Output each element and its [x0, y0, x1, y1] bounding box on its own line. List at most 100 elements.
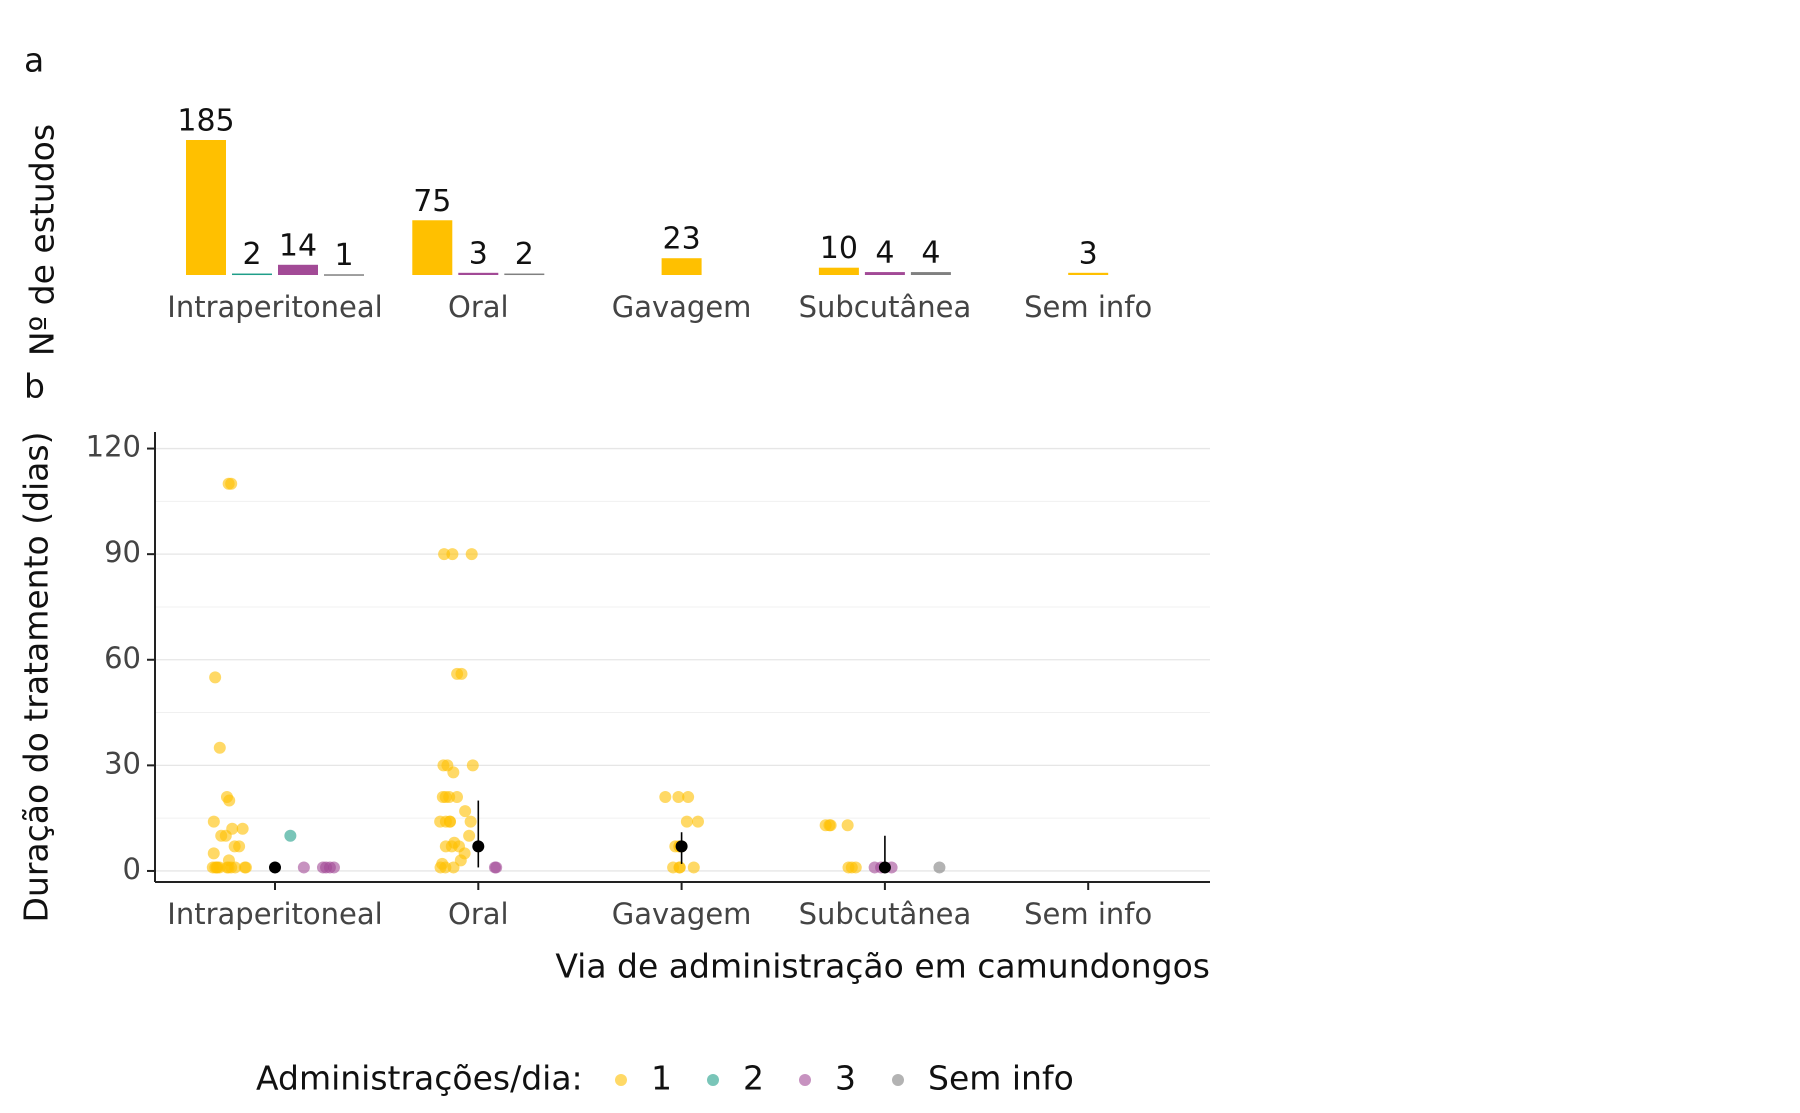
x-tick-label: Gavagem: [612, 897, 752, 931]
summary-point: [878, 861, 891, 874]
x-tick-label: Intraperitoneal: [167, 897, 382, 931]
data-point: [447, 766, 460, 779]
value-label: 3: [1079, 236, 1098, 271]
data-point: [215, 829, 228, 842]
x-tick-label: Sem info: [1024, 897, 1152, 931]
data-point: [455, 667, 468, 680]
value-label: 4: [875, 236, 894, 271]
summary-point: [472, 840, 485, 853]
data-point: [682, 791, 695, 804]
bar: [278, 264, 318, 275]
x-tick-label: Oral: [448, 897, 509, 931]
legend-label: 2: [743, 1059, 764, 1098]
data-point: [672, 791, 685, 804]
data-point: [228, 840, 241, 853]
summary-point: [269, 861, 281, 874]
data-point: [849, 861, 862, 874]
data-point: [225, 477, 238, 490]
value-label: 23: [663, 222, 701, 257]
y-tick-label: 120: [86, 430, 141, 464]
y-tick-label: 0: [123, 852, 141, 886]
bar: [186, 140, 226, 275]
category-label: Intraperitoneal: [167, 290, 382, 324]
data-point: [445, 840, 458, 853]
data-point: [465, 548, 478, 561]
data-point: [691, 815, 704, 828]
data-point: [434, 861, 447, 874]
data-point: [464, 815, 477, 828]
legend-title: Administrações/dia:: [256, 1059, 583, 1098]
data-point: [209, 671, 222, 684]
data-point: [459, 805, 472, 818]
y-tick-label: 30: [104, 746, 141, 780]
x-tick-label: Subcutânea: [799, 897, 972, 931]
data-point: [824, 819, 837, 832]
legend-label: 1: [651, 1059, 672, 1098]
data-point: [284, 829, 297, 842]
summary-point: [675, 840, 688, 853]
category-label: Oral: [448, 290, 509, 324]
y-axis-title: Nº de estudos: [23, 124, 62, 356]
data-point: [841, 819, 854, 832]
bar: [1068, 272, 1109, 275]
legend-label: Sem info: [928, 1059, 1074, 1098]
legend-key: [799, 1074, 811, 1086]
value-label: 1: [334, 238, 353, 273]
data-point: [667, 861, 680, 874]
category-label: Gavagem: [612, 290, 752, 324]
data-point: [213, 741, 226, 754]
data-point: [207, 815, 220, 828]
panel-label: b: [24, 367, 45, 406]
data-point: [466, 759, 479, 772]
bar: [504, 273, 545, 276]
data-point: [933, 861, 946, 874]
data-point: [297, 861, 310, 874]
data-point: [223, 794, 236, 807]
data-point: [209, 861, 222, 874]
bar: [232, 273, 272, 276]
bar: [818, 267, 859, 275]
data-point: [436, 791, 449, 804]
data-point: [316, 861, 329, 874]
value-label: 75: [413, 184, 451, 219]
value-label: 3: [469, 236, 488, 271]
value-label: 185: [177, 104, 234, 139]
data-point: [687, 861, 700, 874]
bar: [458, 272, 499, 275]
data-point: [439, 815, 452, 828]
y-axis-title: Duração do tratamento (dias): [17, 432, 56, 923]
value-label: 2: [515, 237, 534, 272]
y-tick-label: 60: [104, 641, 141, 675]
x-axis-title: Via de administração em camundongos: [555, 947, 1210, 986]
value-label: 14: [279, 228, 317, 263]
data-point: [236, 822, 249, 835]
legend-key: [892, 1074, 904, 1086]
category-label: Subcutânea: [799, 290, 972, 324]
value-label: 10: [820, 231, 858, 266]
bar: [324, 274, 364, 276]
legend-key: [707, 1074, 719, 1086]
bar: [910, 272, 951, 275]
value-label: 2: [242, 237, 261, 272]
bar: [661, 258, 702, 275]
y-tick-label: 90: [104, 535, 141, 569]
data-point: [437, 759, 450, 772]
data-point: [680, 815, 693, 828]
legend-label: 3: [835, 1059, 856, 1098]
data-point: [438, 548, 451, 561]
panel-label: a: [24, 41, 44, 80]
bar: [864, 272, 905, 275]
category-label: Sem info: [1024, 290, 1152, 324]
value-label: 4: [921, 236, 940, 271]
data-point: [446, 548, 459, 561]
data-point: [463, 829, 476, 842]
data-point: [220, 861, 233, 874]
legend-key: [615, 1074, 627, 1086]
bar: [412, 220, 453, 275]
data-point: [207, 847, 220, 860]
data-point: [490, 861, 503, 874]
data-point: [659, 791, 672, 804]
data-point: [239, 861, 252, 874]
data-point: [447, 861, 460, 874]
